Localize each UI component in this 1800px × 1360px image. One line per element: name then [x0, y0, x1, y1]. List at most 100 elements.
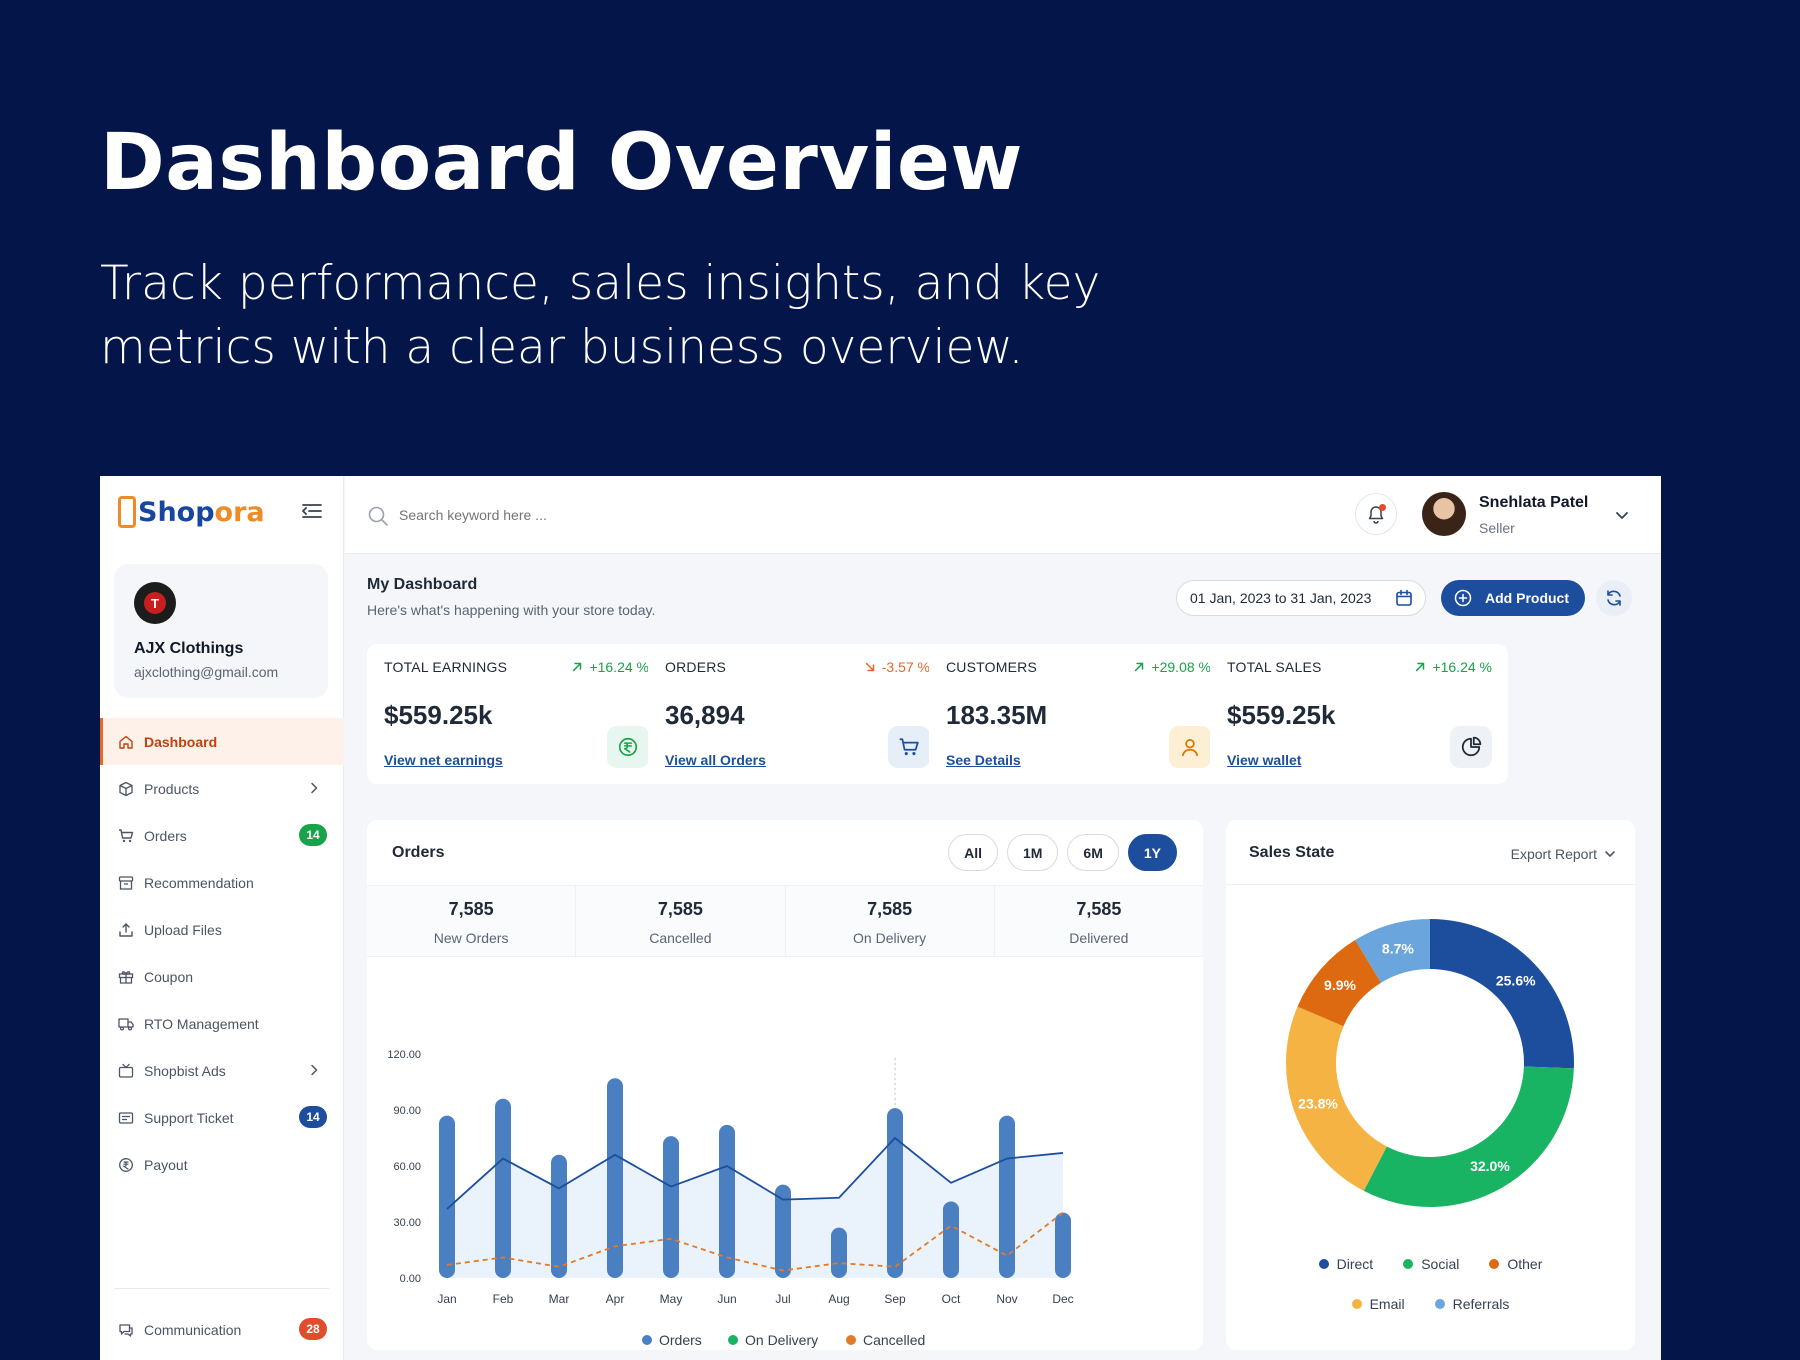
stat-change-value: +29.08 %	[1151, 659, 1211, 675]
stat-change-value: -3.57 %	[881, 659, 930, 675]
bag-icon	[118, 496, 136, 528]
stat-link[interactable]: View net earnings	[384, 752, 503, 768]
range-tab-1y[interactable]: 1Y	[1127, 834, 1177, 871]
donut-slice-social[interactable]	[1363, 1066, 1574, 1207]
donut-slice-label: 32.0%	[1470, 1158, 1510, 1174]
range-tab-1m[interactable]: 1M	[1006, 834, 1059, 871]
notifications-button[interactable]	[1355, 493, 1397, 535]
date-range-value: 01 Jan, 2023 to 31 Jan, 2023	[1190, 590, 1372, 606]
orders-panel-title: Orders	[392, 844, 445, 861]
y-tick-label: 0.00	[400, 1273, 421, 1285]
legend-label: Social	[1421, 1256, 1460, 1272]
truck-icon	[118, 1016, 134, 1032]
chevron-down-icon[interactable]	[1603, 847, 1617, 861]
x-tick-label: Jul	[775, 1292, 790, 1306]
on-delivery-line	[446, 1137, 1064, 1210]
sidebar-item-upload-files[interactable]: Upload Files	[100, 906, 344, 953]
sidebar-item-payout[interactable]: Payout	[100, 1141, 344, 1188]
bar-orders-jun	[719, 1124, 735, 1278]
sidebar-item-dashboard[interactable]: Dashboard	[100, 718, 344, 765]
date-range-picker[interactable]: 01 Jan, 2023 to 31 Jan, 2023	[1176, 580, 1426, 616]
dashboard-app: Shopora T AJX Clothings ajxclothing@gmai…	[100, 476, 1661, 1360]
trend-down-icon	[865, 662, 874, 672]
export-report-button[interactable]: Export Report	[1510, 846, 1597, 862]
tv-icon	[118, 1063, 134, 1079]
store-card[interactable]: T AJX Clothings ajxclothing@gmail.com	[114, 564, 328, 698]
legend-item-direct: Direct	[1318, 1256, 1373, 1272]
summary-value: 7,585	[867, 899, 913, 919]
donut-slice-email[interactable]	[1286, 1006, 1387, 1191]
refresh-icon	[1607, 590, 1621, 606]
sidebar-item-label: Communication	[144, 1321, 242, 1338]
sidebar-item-label: Coupon	[144, 968, 194, 985]
trend-up-icon	[1135, 662, 1144, 672]
user-avatar[interactable]	[1422, 492, 1466, 536]
sidebar-item-recommendation[interactable]: Recommendation	[100, 859, 344, 906]
legend-item-social: Social	[1403, 1256, 1459, 1272]
sidebar-item-label: Shopbist Ads	[144, 1062, 226, 1079]
stat-card-customers: CUSTOMERS +29.08 % 183.35M See Details	[929, 644, 1227, 784]
page-subtitle: Here's what's happening with your store …	[367, 602, 656, 618]
stat-label: CUSTOMERS	[946, 659, 1037, 675]
legend-dot	[1489, 1259, 1500, 1269]
stat-value: $559.25k	[1227, 700, 1336, 730]
ticket-icon	[118, 1110, 134, 1126]
sidebar-item-label: Dashboard	[144, 733, 218, 750]
stat-change: +16.24 %	[1414, 659, 1492, 675]
range-tab-all[interactable]: All	[948, 834, 998, 871]
gift-icon	[118, 969, 134, 985]
sales-donut-chart: 25.6% 32.0% 23.8% 9.9% 8.7%	[1286, 919, 1574, 1207]
bar-orders-oct	[943, 1201, 959, 1278]
sidebar-item-support-ticket[interactable]: Support Ticket 14	[100, 1094, 344, 1141]
stat-value: 36,894	[665, 700, 745, 730]
orders-chart: 0.00 30.00 60.00 90.00 120.00 Jan Feb Mar Apr May…	[387, 1049, 1073, 1348]
summary-on-delivery: 7,585 On Delivery	[786, 886, 995, 956]
pie-chart-icon	[1450, 726, 1492, 768]
bar-orders-sep	[887, 1108, 903, 1278]
summary-delivered: 7,585 Delivered	[995, 886, 1203, 956]
sidebar-item-coupon[interactable]: Coupon	[100, 953, 344, 1000]
brand-logo[interactable]: Shopora	[118, 490, 265, 534]
search-input[interactable]	[399, 502, 819, 528]
menu-collapse-icon[interactable]	[301, 503, 323, 519]
store-email: ajxclothing@gmail.com	[134, 664, 279, 680]
donut-slice-referrals[interactable]	[1355, 919, 1430, 983]
sidebar-item-communication[interactable]: Communication 28	[100, 1306, 344, 1353]
stat-link[interactable]: View wallet	[1227, 752, 1302, 768]
sidebar-item-rto-management[interactable]: RTO Management	[100, 1000, 344, 1047]
legend-dot	[1318, 1259, 1329, 1269]
stat-link[interactable]: See Details	[946, 752, 1021, 768]
stat-link[interactable]: View all Orders	[665, 752, 766, 768]
add-product-button[interactable]: Add Product	[1441, 580, 1585, 616]
sidebar-item-label: Payout	[144, 1156, 188, 1173]
chevron-down-icon[interactable]	[1613, 506, 1631, 524]
sidebar-nav-bottom: Communication 28	[100, 1306, 344, 1353]
sidebar-item-orders[interactable]: Orders 14	[100, 812, 344, 859]
refresh-button[interactable]	[1596, 580, 1632, 616]
summary-value: 7,585	[1076, 899, 1122, 919]
donut-slice-label: 23.8%	[1298, 1095, 1338, 1111]
legend-label: Cancelled	[863, 1332, 925, 1348]
x-tick-label: Oct	[942, 1292, 961, 1306]
sidebar-item-products[interactable]: Products	[100, 765, 344, 812]
donut-slice-other[interactable]	[1297, 939, 1382, 1027]
stat-change: -3.57 %	[864, 659, 930, 675]
bar-orders-feb	[495, 1098, 511, 1278]
x-tick-label: Jan	[437, 1292, 456, 1306]
legend-label: On Delivery	[745, 1332, 818, 1348]
summary-label: Delivered	[1069, 930, 1129, 946]
cancelled-line	[446, 1211, 1064, 1272]
bar-orders-dec	[1055, 1212, 1071, 1278]
sidebar-item-shopbist-ads[interactable]: Shopbist Ads	[100, 1047, 344, 1094]
sidebar: Shopora T AJX Clothings ajxclothing@gmai…	[100, 476, 344, 1360]
user-name[interactable]: Snehlata Patel	[1479, 494, 1589, 511]
donut-slice-direct[interactable]	[1430, 919, 1574, 1069]
stat-value: 183.35M	[946, 700, 1048, 730]
topbar: Snehlata Patel Seller	[345, 476, 1661, 554]
sidebar-nav: Dashboard Products Orders 14 Recommendation U…	[100, 718, 344, 1188]
bar-orders-may	[663, 1136, 679, 1278]
x-tick-label: Sep	[884, 1292, 906, 1306]
legend-dot	[1403, 1259, 1414, 1269]
legend-item-referrals: Referrals	[1434, 1296, 1509, 1312]
range-tab-6m[interactable]: 6M	[1067, 834, 1119, 871]
